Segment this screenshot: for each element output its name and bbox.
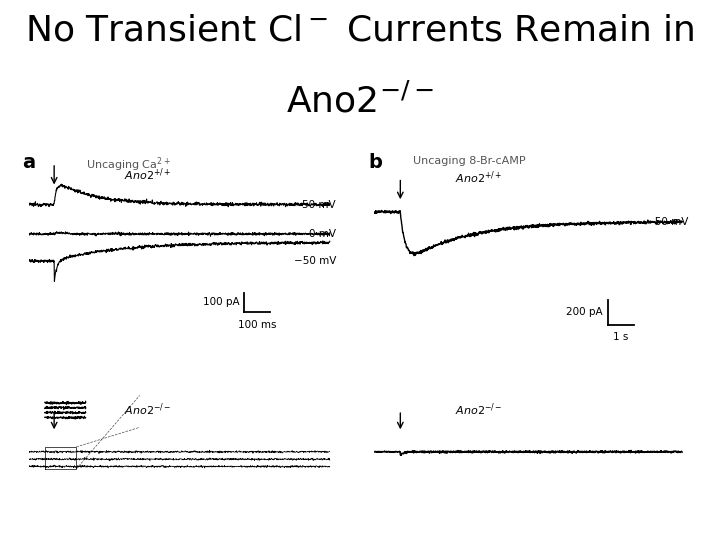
Text: $Ano2^{+/+}$: $Ano2^{+/+}$ <box>124 167 171 184</box>
Text: $Ano2^{+/+}$: $Ano2^{+/+}$ <box>456 170 503 186</box>
Text: 1 s: 1 s <box>613 332 629 342</box>
Text: a: a <box>22 153 35 172</box>
Text: Ano2$^{-/-}$: Ano2$^{-/-}$ <box>286 83 434 119</box>
Text: Uncaging 8-Br-cAMP: Uncaging 8-Br-cAMP <box>413 156 526 166</box>
Text: 50 mV: 50 mV <box>302 200 336 210</box>
Text: b: b <box>368 153 382 172</box>
Text: $Ano2^{-/-}$: $Ano2^{-/-}$ <box>456 402 503 418</box>
Text: 200 pA: 200 pA <box>566 307 603 318</box>
Text: 100 pA: 100 pA <box>203 298 240 307</box>
Text: −50 mV: −50 mV <box>647 217 688 227</box>
Text: 100 ms: 100 ms <box>238 320 276 329</box>
Text: No Transient Cl$^-$ Currents Remain in: No Transient Cl$^-$ Currents Remain in <box>25 14 695 48</box>
Text: $Ano2^{-/-}$: $Ano2^{-/-}$ <box>124 402 171 418</box>
Text: Uncaging Ca$^{2+}$: Uncaging Ca$^{2+}$ <box>86 156 171 174</box>
Text: −50 mV: −50 mV <box>294 256 336 266</box>
Text: 0 mV: 0 mV <box>309 229 336 239</box>
